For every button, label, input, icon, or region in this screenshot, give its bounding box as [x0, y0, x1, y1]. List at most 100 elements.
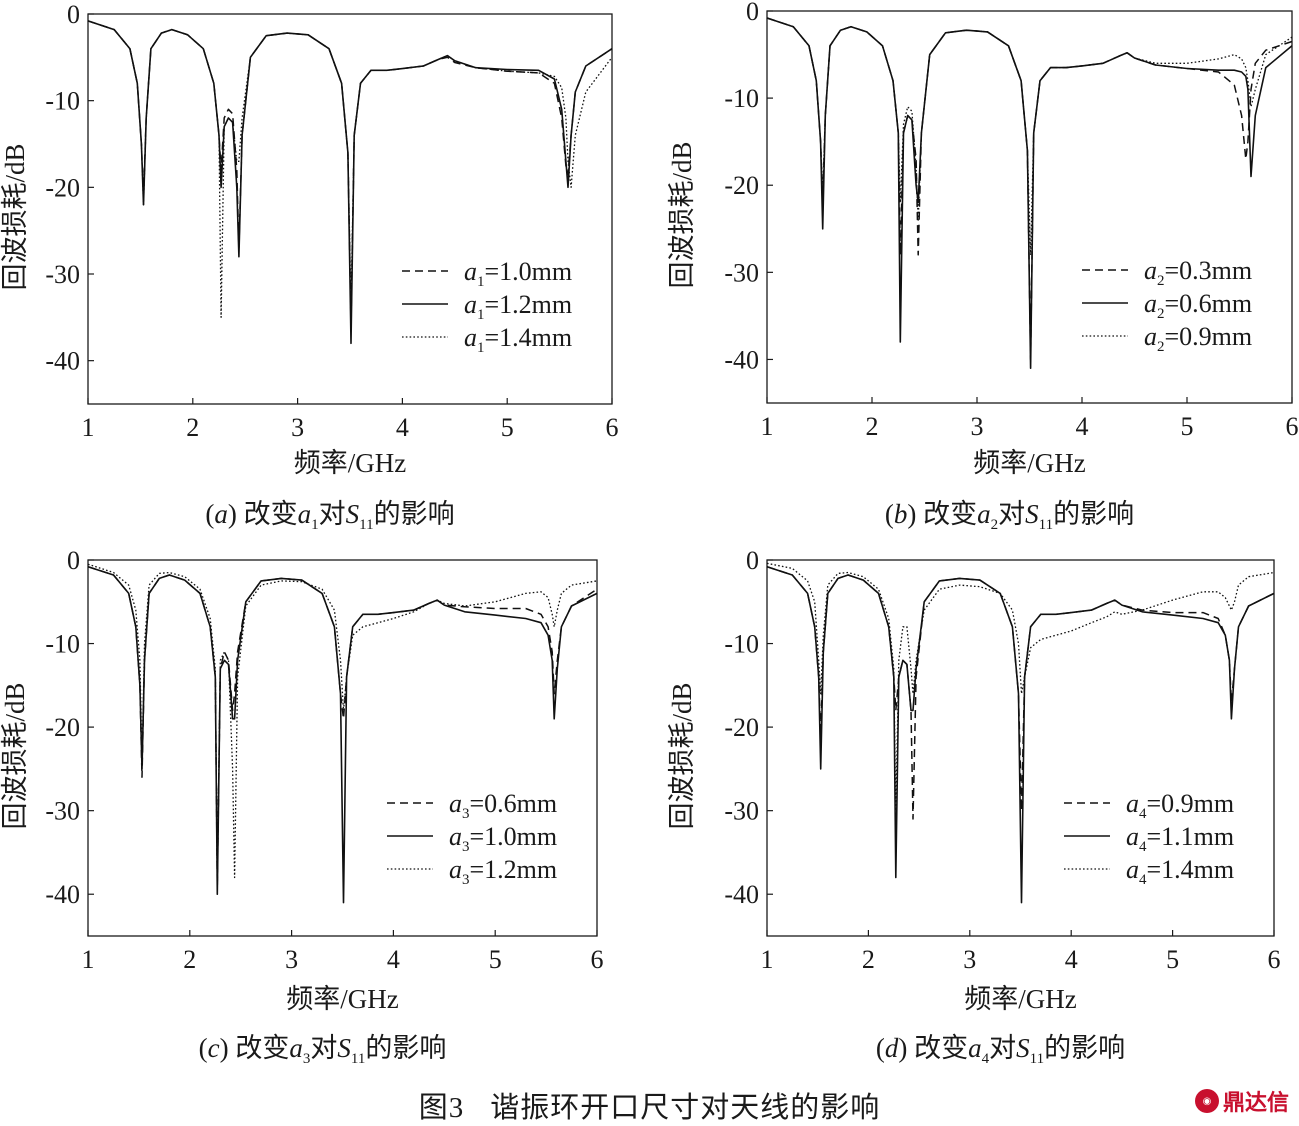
panel-caption: (b) 改变a2对S11的影响	[885, 499, 1134, 533]
caption-target-sub: 11	[359, 517, 373, 533]
caption-post: 的影响	[1044, 1033, 1125, 1063]
caption-label: a	[214, 499, 228, 529]
legend-label: a1=1.0mm	[464, 257, 572, 290]
legend-var: a	[449, 855, 462, 884]
series-line-solid	[87, 565, 598, 904]
legend-label: a2=0.9mm	[1144, 322, 1252, 355]
legend-value: =0.9mm	[1165, 322, 1253, 351]
legend-value: =0.3mm	[1165, 256, 1253, 285]
caption-post: 的影响	[365, 1033, 446, 1063]
series-group	[87, 20, 613, 345]
y-tick-label: -20	[45, 173, 80, 202]
x-tick-label: 1	[82, 945, 95, 974]
caption-variable-sub: 4	[982, 1051, 990, 1067]
caption-mid: 对	[989, 1033, 1016, 1063]
x-axis-label: 频率/GHz	[973, 448, 1085, 478]
x-tick-label: 4	[1065, 945, 1078, 974]
legend-sub: 1	[477, 307, 485, 323]
caption-mid: 对	[319, 499, 346, 529]
legend-value: =0.6mm	[470, 789, 558, 818]
x-tick-label: 1	[82, 413, 95, 442]
x-tick-label: 4	[1076, 412, 1089, 441]
legend-label: a1=1.4mm	[464, 323, 572, 356]
x-tick-label: 6	[591, 945, 604, 974]
legend-var: a	[1144, 322, 1157, 351]
caption-variable-sub: 3	[303, 1051, 311, 1067]
legend-var: a	[1126, 822, 1139, 851]
legend-var: a	[464, 257, 477, 286]
y-tick-label: -30	[724, 258, 759, 287]
legend-value: =1.0mm	[485, 257, 573, 286]
y-tick-label: -40	[724, 345, 759, 374]
series-line-dotted	[766, 17, 1293, 256]
panel-caption: (a) 改变a1对S11的影响	[205, 499, 454, 533]
y-tick-label: -40	[724, 880, 759, 909]
y-tick-label: -30	[724, 797, 759, 826]
x-tick-label: 5	[501, 413, 514, 442]
y-tick-label: 0	[67, 0, 80, 29]
y-tick-label: -40	[45, 347, 80, 376]
legend-label: a2=0.3mm	[1144, 256, 1252, 289]
caption-target-sub: 11	[351, 1051, 365, 1067]
series-line-dotted	[87, 20, 613, 318]
legend-var: a	[464, 323, 477, 352]
x-tick-label: 3	[963, 945, 976, 974]
x-tick-label: 5	[1166, 945, 1179, 974]
y-tick-label: -10	[724, 84, 759, 113]
y-tick-label: -20	[45, 713, 80, 742]
x-tick-label: 3	[285, 945, 298, 974]
x-tick-label: 1	[761, 945, 774, 974]
legend-value: =1.4mm	[1147, 855, 1235, 884]
legend-sub: 1	[477, 340, 485, 356]
y-axis-label: 回波损耗/dB	[0, 143, 30, 290]
dingdaxin-logo-icon: ◉	[1194, 1089, 1219, 1113]
legend-value: =1.2mm	[470, 855, 558, 884]
plot-frame	[766, 10, 1293, 404]
caption-label: d	[885, 1033, 899, 1063]
caption-target-sub: 11	[1039, 517, 1053, 533]
x-tick-label: 6	[606, 413, 619, 442]
series-group	[87, 563, 598, 904]
watermark-text: 鼎达信	[1222, 1091, 1289, 1116]
legend-var: a	[464, 290, 477, 319]
caption-target: S	[1016, 1033, 1030, 1063]
plot-frame	[766, 559, 1275, 937]
caption-pre: 改变	[914, 1033, 968, 1063]
y-axis-label: 回波损耗/dB	[667, 141, 697, 288]
legend-sub: 4	[1139, 839, 1147, 855]
series-group	[766, 562, 1275, 904]
legend-label: a4=1.4mm	[1126, 855, 1234, 888]
legend-value: =0.6mm	[1165, 289, 1253, 318]
y-tick-label: -10	[724, 630, 759, 659]
y-tick-label: -30	[45, 260, 80, 289]
y-tick-label: 0	[746, 0, 759, 26]
legend-sub: 3	[462, 872, 470, 888]
plot-frame	[87, 13, 613, 405]
x-axis-label: 频率/GHz	[964, 984, 1076, 1014]
legend-sub: 2	[1157, 273, 1165, 289]
legend-var: a	[1144, 289, 1157, 318]
caption-target: S	[1025, 499, 1039, 529]
caption-mid: 对	[998, 499, 1025, 529]
x-tick-label: 2	[183, 945, 196, 974]
legend-value: =1.4mm	[485, 323, 573, 352]
caption-target: S	[346, 499, 360, 529]
caption-target-sub: 11	[1030, 1051, 1044, 1067]
series-line-dotted	[87, 563, 598, 887]
y-tick-label: -20	[724, 713, 759, 742]
series-group	[766, 17, 1293, 369]
caption-pre: 改变	[235, 1033, 289, 1063]
legend-var: a	[449, 789, 462, 818]
legend-label: a2=0.6mm	[1144, 289, 1252, 322]
x-tick-label: 3	[291, 413, 304, 442]
figure-caption: 图3 谐振环开口尺寸对天线的影响	[0, 1084, 1299, 1126]
legend-label: a3=0.6mm	[449, 789, 557, 822]
caption-mid: 对	[310, 1033, 337, 1063]
legend-value: =1.2mm	[485, 290, 573, 319]
y-tick-label: 0	[67, 546, 80, 575]
legend-label: a3=1.2mm	[449, 855, 557, 888]
